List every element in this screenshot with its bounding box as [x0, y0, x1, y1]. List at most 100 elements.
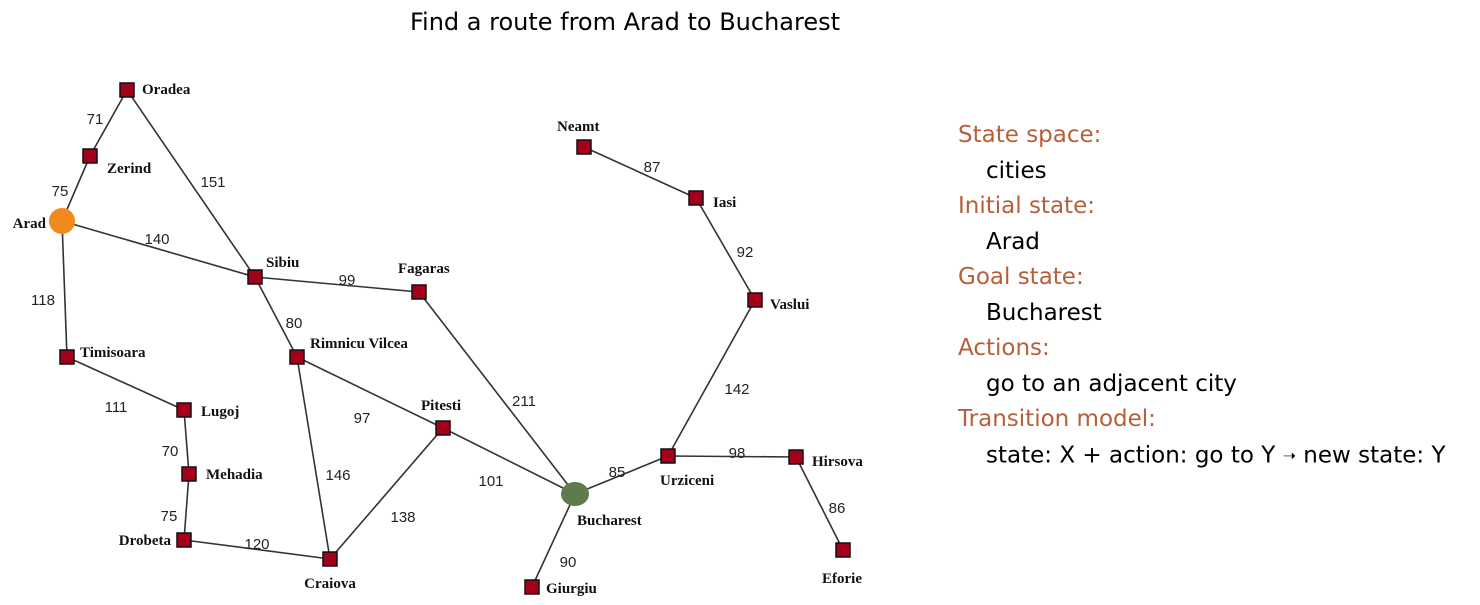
- city-marker-fagaras: [411, 284, 427, 300]
- city-marker-timisoara: [59, 349, 75, 365]
- cities-layer: [49, 82, 851, 595]
- road-distance-mehadia-drobeta: 75: [161, 508, 178, 525]
- transition-model-value: state: X + action: go to Y ➝ new state: …: [958, 438, 1446, 474]
- road-bucharest-giurgiu: [531, 493, 576, 588]
- road-distance-sibiu-rimnicu: 80: [286, 315, 303, 332]
- transition-model-heading: Transition model:: [958, 406, 1156, 432]
- road-distance-zerind-arad: 75: [52, 183, 69, 200]
- city-labels-layer: Oradea Zerind Arad Timisoara Lugoj Mehadia Dro…: [13, 82, 864, 597]
- goal-city-marker-bucharest: [561, 482, 589, 506]
- city-marker-rimnicu: [289, 349, 305, 365]
- goal-state-value: Bucharest: [986, 299, 1102, 326]
- road-sibiu-fagaras: [254, 276, 420, 293]
- start-city-marker-arad: [49, 208, 75, 234]
- right-arrow-icon: ➝: [1282, 445, 1296, 465]
- road-urziceni-vaslui: [667, 299, 756, 457]
- road-distance-urziceni-hirsova: 98: [729, 445, 746, 462]
- city-marker-eforie: [835, 542, 851, 558]
- road-mehadia-drobeta: [183, 473, 190, 541]
- city-marker-drobeta: [176, 532, 192, 548]
- city-label-urziceni: Urziceni: [660, 473, 714, 489]
- city-label-mehadia: Mehadia: [206, 467, 263, 483]
- road-distance-vaslui-iasi: 92: [737, 244, 754, 261]
- road-lugoj-mehadia: [183, 409, 190, 475]
- city-marker-vaslui: [747, 292, 763, 308]
- city-marker-mehadia: [181, 466, 197, 482]
- road-arad-sibiu: [61, 220, 256, 278]
- road-craiova-pitesti: [329, 427, 444, 560]
- city-marker-hirsova: [788, 449, 804, 465]
- road-oradea-zerind: [89, 89, 128, 157]
- city-marker-oradea: [119, 82, 135, 98]
- city-label-craiova: Craiova: [304, 576, 356, 592]
- road-distance-urziceni-vaslui: 142: [724, 381, 749, 398]
- city-marker-iasi: [688, 190, 704, 206]
- road-fagaras-bucharest: [418, 291, 576, 495]
- road-distance-bucharest-urziceni: 85: [609, 464, 626, 481]
- road-timisoara-lugoj: [66, 356, 185, 411]
- city-marker-lugoj: [176, 402, 192, 418]
- road-distance-oradea-sibiu: 151: [200, 174, 225, 191]
- city-marker-pitesti: [435, 420, 451, 436]
- road-distance-lugoj-mehadia: 70: [162, 443, 179, 460]
- road-distance-drobeta-craiova: 120: [244, 536, 269, 553]
- city-marker-giurgiu: [524, 579, 540, 595]
- distances-layer: 71 75 151 140 118 111 70 75 120 99 80 97 146 138 211 10…: [31, 111, 845, 571]
- road-distance-sibiu-fagaras: 99: [339, 272, 356, 289]
- road-distance-iasi-neamt: 87: [644, 159, 661, 176]
- city-label-pitesti: Pitesti: [421, 398, 461, 414]
- road-oradea-sibiu: [126, 89, 256, 278]
- city-label-rimnicu: Rimnicu Vilcea: [310, 336, 408, 352]
- city-label-eforie: Eforie: [822, 571, 862, 587]
- road-drobeta-craiova: [183, 539, 331, 560]
- road-distance-rimnicu-pitesti: 97: [354, 410, 371, 427]
- road-rimnicu-craiova: [296, 356, 331, 560]
- road-distance-pitesti-bucharest: 101: [478, 473, 503, 490]
- road-rimnicu-pitesti: [296, 356, 444, 429]
- city-label-zerind: Zerind: [107, 161, 152, 177]
- city-marker-urziceni: [660, 448, 676, 464]
- road-distance-rimnicu-craiova: 146: [325, 467, 350, 484]
- city-label-arad: Arad: [13, 216, 47, 232]
- actions-value: go to an adjacent city: [986, 370, 1237, 397]
- city-label-sibiu: Sibiu: [266, 255, 299, 271]
- city-label-hirsova: Hirsova: [812, 454, 863, 470]
- goal-state-heading: Goal state:: [958, 264, 1084, 290]
- road-vaslui-iasi: [695, 197, 756, 301]
- transition-model-part2: new state: Y: [1303, 441, 1446, 468]
- road-distance-fagaras-bucharest: 211: [512, 393, 536, 410]
- city-label-vaslui: Vaslui: [770, 297, 809, 313]
- city-label-neamt: Neamt: [557, 119, 599, 135]
- city-label-giurgiu: Giurgiu: [546, 581, 597, 597]
- road-distance-arad-timisoara: 118: [31, 292, 55, 309]
- road-distance-craiova-pitesti: 138: [390, 509, 415, 526]
- road-distance-bucharest-giurgiu: 90: [560, 554, 577, 571]
- road-sibiu-rimnicu: [254, 276, 298, 358]
- actions-heading: Actions:: [958, 335, 1050, 361]
- initial-state-heading: Initial state:: [958, 193, 1095, 219]
- road-distance-oradea-zerind: 71: [87, 111, 104, 128]
- page-title: Find a route from Arad to Bucharest: [409, 8, 841, 36]
- road-bucharest-urziceni: [574, 455, 669, 495]
- romania-road-map: 71 75 151 140 118 111 70 75 120 99 80 97 146 138 211 10…: [13, 82, 864, 597]
- city-label-oradea: Oradea: [142, 82, 191, 98]
- road-urziceni-hirsova: [667, 455, 797, 458]
- road-iasi-neamt: [583, 146, 697, 199]
- state-space-heading: State space:: [958, 122, 1102, 148]
- road-hirsova-eforie: [795, 456, 844, 551]
- city-marker-craiova: [322, 551, 338, 567]
- city-label-lugoj: Lugoj: [201, 404, 239, 420]
- initial-state-value: Arad: [986, 228, 1040, 255]
- city-label-drobeta: Drobeta: [119, 533, 172, 549]
- roads-layer: [61, 89, 844, 588]
- road-arad-timisoara: [61, 220, 68, 358]
- city-marker-sibiu: [247, 269, 263, 285]
- city-label-iasi: Iasi: [713, 195, 736, 211]
- city-label-bucharest: Bucharest: [577, 513, 642, 529]
- city-label-timisoara: Timisoara: [80, 345, 146, 361]
- road-distance-hirsova-eforie: 86: [829, 500, 846, 517]
- city-label-fagaras: Fagaras: [398, 261, 450, 277]
- city-marker-zerind: [82, 148, 98, 164]
- transition-model-part1: state: X + action: go to Y: [986, 441, 1276, 468]
- city-marker-neamt: [576, 139, 592, 155]
